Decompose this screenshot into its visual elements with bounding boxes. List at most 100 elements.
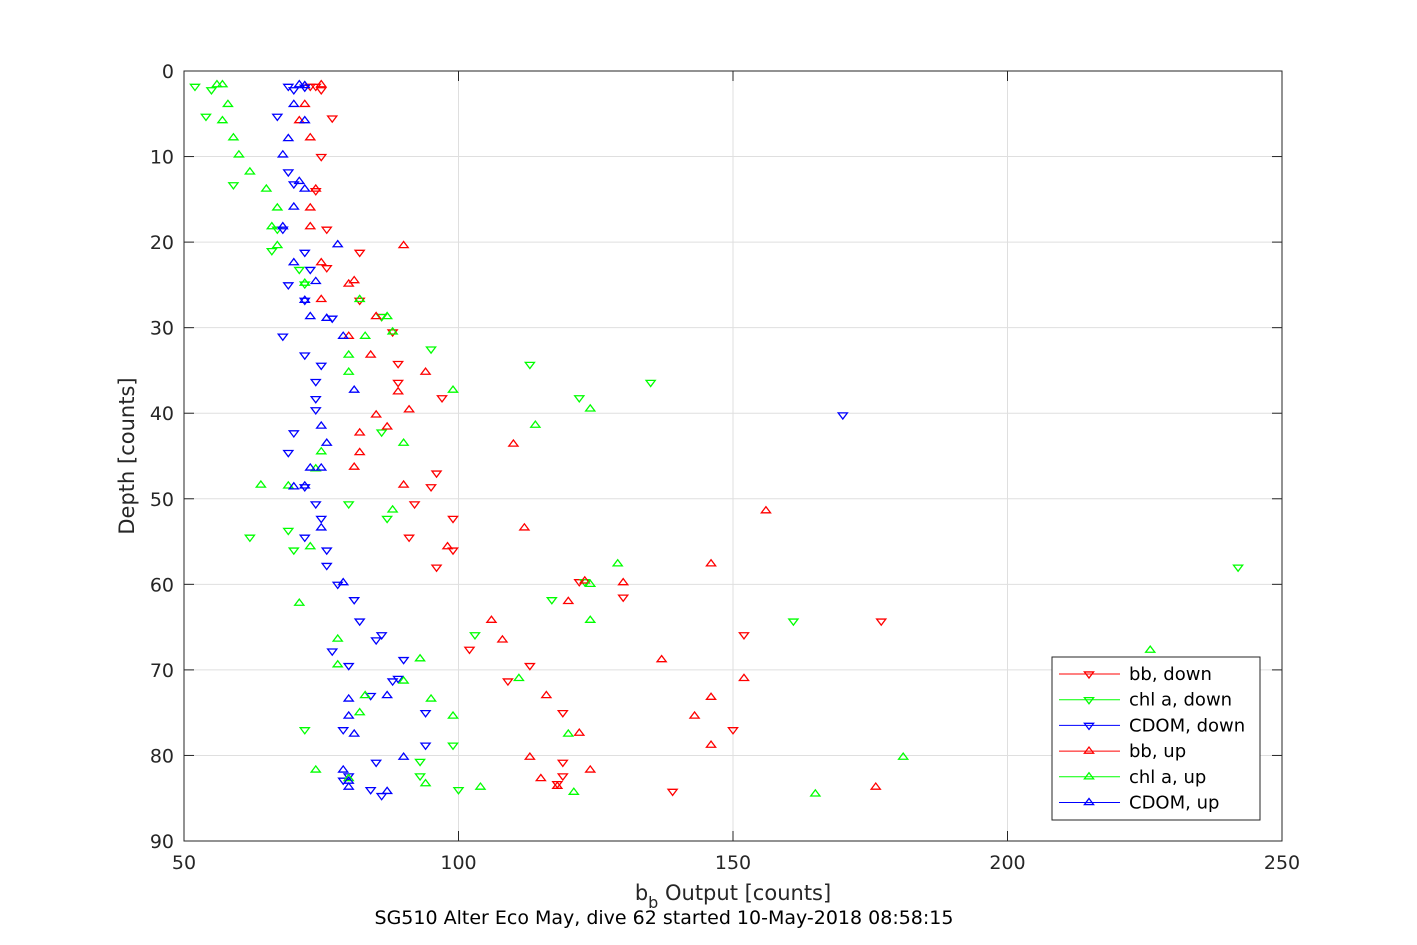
data-point (309, 378, 322, 387)
data-point (315, 294, 328, 303)
legend-label: bb, up (1129, 741, 1186, 762)
data-point (617, 594, 630, 603)
data-point (315, 515, 328, 524)
data-point (216, 115, 229, 124)
data-point (540, 690, 553, 699)
data-point (408, 501, 421, 510)
series-chl-a-down (189, 83, 1244, 795)
data-point (414, 653, 426, 662)
data-point (502, 678, 514, 687)
legend-marker (1083, 797, 1095, 806)
data-point (562, 728, 575, 737)
data-point (271, 240, 284, 249)
data-point (331, 633, 344, 642)
data-point (265, 221, 278, 230)
data-point (342, 773, 355, 782)
data-point (375, 429, 388, 438)
data-point (469, 632, 481, 640)
y-tick-label: 50 (150, 489, 174, 511)
data-point (562, 596, 575, 605)
data-point (359, 690, 372, 699)
data-marks (189, 79, 1244, 801)
y-tick-label: 0 (162, 61, 174, 83)
data-point (348, 461, 361, 470)
data-point (298, 727, 311, 735)
data-point (875, 618, 888, 627)
data-point (211, 79, 223, 88)
data-point (364, 786, 377, 795)
data-point (282, 527, 295, 536)
data-point (282, 282, 295, 291)
data-point (304, 541, 317, 550)
data-point (342, 662, 355, 671)
data-point (298, 183, 311, 192)
data-point (265, 247, 278, 256)
data-point (578, 575, 591, 584)
data-point (397, 240, 410, 249)
data-point (276, 333, 289, 342)
data-point (331, 239, 344, 248)
data-point (298, 278, 311, 286)
data-point (386, 678, 399, 687)
data-point (298, 295, 311, 304)
data-point (447, 547, 459, 556)
data-point (534, 773, 547, 782)
x-tick-label: 150 (715, 852, 751, 874)
data-point (414, 758, 426, 767)
series-chl-a-up (211, 79, 1157, 797)
data-point (523, 752, 536, 760)
legend-label: chl a, up (1129, 767, 1206, 788)
data-point (315, 153, 328, 162)
data-point (447, 515, 459, 524)
data-point (370, 637, 383, 646)
data-point (276, 221, 289, 230)
data-point (315, 420, 328, 429)
data-point (293, 79, 306, 88)
legend-marker (1083, 745, 1095, 754)
data-point (584, 764, 597, 773)
data-point (392, 379, 405, 388)
legend-label: CDOM, up (1129, 793, 1219, 814)
data-point (287, 87, 300, 95)
data-point (436, 395, 448, 403)
data-point (403, 404, 415, 413)
data-point (518, 522, 531, 531)
data-point (320, 547, 333, 556)
data-point (342, 367, 355, 375)
series-cdom-up (276, 79, 410, 795)
data-point (787, 618, 800, 627)
data-point (353, 294, 366, 303)
x-axis-label-subscript: b (648, 893, 658, 912)
data-point (315, 87, 328, 95)
data-point (392, 360, 405, 369)
data-point (567, 787, 580, 795)
data-point (392, 386, 405, 395)
data-point (897, 752, 910, 760)
data-point (282, 133, 295, 142)
data-point (233, 149, 245, 158)
data-point (287, 257, 300, 266)
data-point (386, 329, 399, 338)
data-point (425, 484, 437, 492)
data-point (271, 113, 284, 122)
data-point (353, 707, 366, 716)
data-point (271, 202, 284, 211)
data-point (304, 202, 317, 211)
legend-label: CDOM, down (1129, 715, 1245, 736)
data-point (556, 773, 569, 782)
y-tick-label: 60 (150, 574, 174, 596)
data-point (304, 266, 317, 275)
x-tick-label: 100 (440, 852, 476, 874)
legend-marker (1083, 671, 1095, 680)
data-point (441, 541, 454, 550)
legend-box (1051, 656, 1261, 821)
data-point (545, 597, 558, 605)
data-point (370, 311, 383, 320)
data-point (200, 113, 212, 122)
data-point (381, 690, 394, 699)
data-point (260, 183, 273, 192)
data-point (337, 331, 350, 339)
data-point (523, 361, 536, 370)
legend-item: chl a, down (1059, 690, 1232, 711)
